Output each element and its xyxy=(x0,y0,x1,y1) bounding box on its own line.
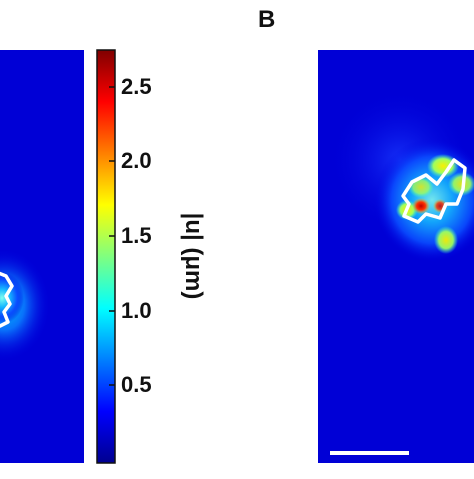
panel-label-b: B xyxy=(258,6,276,33)
colorbar-tick-label: 2.0 xyxy=(121,148,152,173)
panel-b-image xyxy=(318,50,474,463)
colorbar-axis-label: |u| (μm) xyxy=(180,212,207,300)
colorbar-tick-label: 2.5 xyxy=(121,74,152,99)
cell-outline xyxy=(401,158,467,224)
panel-a-image xyxy=(0,50,84,463)
colorbar xyxy=(96,49,116,464)
colorbar-tick-label: 0.5 xyxy=(121,372,152,397)
cell-outline xyxy=(0,271,14,328)
colorbar-gradient xyxy=(96,49,116,464)
colorbar-tick-label: 1.5 xyxy=(121,223,152,248)
colorbar-tick-label: 1.0 xyxy=(121,298,152,323)
